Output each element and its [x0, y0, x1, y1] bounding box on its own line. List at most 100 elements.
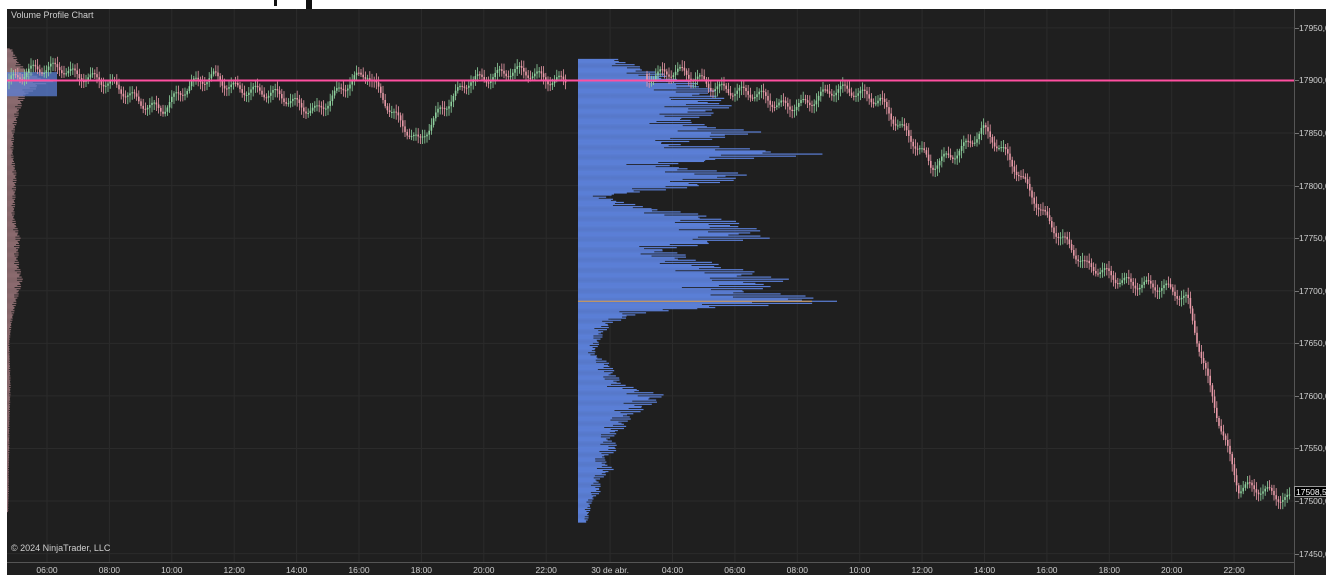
- volume-profile-bar: [578, 326, 609, 329]
- volume-profile-bar: [7, 237, 21, 239]
- price-tick-label: 17450,0: [1299, 548, 1326, 559]
- volume-profile-bar: [578, 58, 619, 61]
- volume-profile-bar: [7, 175, 16, 177]
- volume-profile-bar: [7, 201, 15, 204]
- candle-body: [718, 84, 721, 87]
- volume-profile-bar: [578, 219, 681, 221]
- volume-profile-bar: [578, 169, 678, 171]
- candle-body: [78, 74, 81, 79]
- candle-body: [666, 71, 668, 75]
- volume-profile-bar: [7, 57, 14, 60]
- volume-profile-bar: [7, 188, 12, 190]
- volume-profile-bar: [7, 216, 14, 218]
- candle-body: [1196, 332, 1198, 344]
- volume-profile-bar: [7, 482, 9, 484]
- candle-body: [219, 76, 221, 82]
- volume-profile-bar: [578, 401, 657, 403]
- candle-body: [1097, 273, 1099, 275]
- volume-profile-bar: [7, 375, 11, 377]
- volume-profile-bar: [578, 231, 709, 233]
- candle-body: [171, 96, 173, 102]
- candle-body: [201, 81, 204, 84]
- candle-body: [540, 71, 543, 74]
- volume-profile-bar: [7, 218, 15, 220]
- volume-profile-bar: [7, 497, 9, 499]
- candle-body: [1029, 183, 1031, 191]
- candle-body: [283, 98, 285, 103]
- volume-profile-bar: [7, 229, 14, 231]
- candle-body: [776, 105, 778, 108]
- volume-profile-bar: [578, 487, 600, 490]
- price-plot[interactable]: [7, 9, 1294, 562]
- volume-profile-bar: [7, 112, 19, 114]
- volume-profile-bar: [7, 332, 11, 334]
- volume-profile-bar: [7, 306, 15, 309]
- volume-profile-bar: [578, 296, 733, 298]
- volume-profile-bar: [7, 234, 18, 236]
- volume-profile-bar: [7, 155, 14, 157]
- volume-profile-bar: [7, 462, 9, 464]
- time-tick-label: 18:00: [410, 565, 433, 575]
- candle-body: [505, 73, 507, 77]
- candle-body: [331, 95, 334, 102]
- candle-body: [91, 73, 94, 75]
- time-axis[interactable]: 06:00 08:00 10:00 12:00 14:00 16:00 18:00 20:00…: [7, 562, 1294, 575]
- candle-body: [1119, 282, 1121, 285]
- volume-profile-bar: [578, 279, 712, 281]
- volume-profile-bar: [578, 235, 761, 237]
- candle-body: [58, 67, 61, 71]
- volume-profile-bar: [578, 350, 592, 352]
- volume-profile-bar: [578, 101, 708, 104]
- volume-profile-bar: [7, 505, 9, 507]
- volume-profile-bar: [578, 154, 721, 156]
- volume-profile-bar: [578, 255, 652, 257]
- candle-body: [465, 87, 468, 89]
- volume-profile-bar: [578, 402, 624, 404]
- volume-profile-bar: [578, 163, 627, 166]
- volume-profile-bar: [7, 346, 9, 349]
- volume-profile-bar: [578, 336, 603, 338]
- volume-profile-bar: [578, 426, 605, 429]
- candle-body: [1077, 259, 1079, 262]
- volume-profile-bar: [578, 358, 602, 360]
- candle-body: [905, 126, 908, 131]
- volume-profile-bar: [7, 341, 10, 343]
- candle-body: [1169, 284, 1172, 288]
- candle-body: [853, 95, 855, 97]
- volume-profile-bar: [7, 476, 9, 478]
- volume-profile-bar: [578, 133, 749, 135]
- volume-profile-bar: [578, 495, 597, 497]
- candle-body: [360, 72, 362, 75]
- volume-profile-bar: [578, 174, 747, 176]
- volume-profile-bar: [578, 240, 708, 242]
- volume-profile-bar: [7, 138, 15, 140]
- volume-profile-bar: [578, 449, 617, 452]
- volume-profile-bar: [578, 191, 640, 193]
- candle-body: [490, 80, 492, 83]
- volume-profile-bar: [578, 419, 611, 421]
- price-tickmark: [1295, 238, 1299, 240]
- volume-profile-bar: [578, 97, 725, 99]
- candle-body: [303, 107, 305, 112]
- candle-body: [1121, 280, 1123, 283]
- volume-profile-bar: [7, 318, 11, 320]
- volume-profile-bar: [7, 460, 9, 462]
- candle-body: [129, 93, 131, 96]
- chart-panel[interactable]: Volume Profile Chart © 2024 NinjaTrader,…: [7, 9, 1326, 575]
- volume-profile-bar: [578, 405, 642, 408]
- candle-body: [349, 84, 351, 89]
- volume-profile-bar: [7, 127, 15, 129]
- volume-profile-bar: [7, 428, 9, 431]
- price-axis[interactable]: 17950,0 17900,0 17850,0 17800,0 17750,0 17700…: [1294, 9, 1326, 575]
- candle-body: [351, 79, 353, 85]
- candle-body: [340, 87, 342, 89]
- volume-profile-bar: [578, 321, 613, 323]
- volume-profile-bar: [7, 361, 9, 363]
- volume-profile-bar: [7, 289, 17, 291]
- candle-body: [1106, 268, 1108, 270]
- volume-profile-bar: [7, 293, 19, 295]
- volume-profile-bar: [578, 142, 662, 145]
- candle-body: [1271, 487, 1273, 491]
- volume-profile-bar: [7, 441, 9, 443]
- volume-profile-bar: [7, 397, 10, 399]
